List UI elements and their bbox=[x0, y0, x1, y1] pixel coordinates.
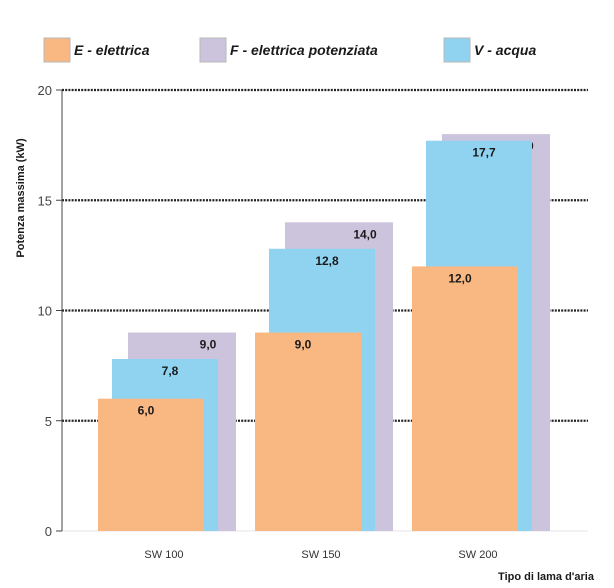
legend-item-f-elettrica-potenziata: F - elettrica potenziata bbox=[199, 37, 378, 63]
x-axis-title: Tipo di lama d'aria bbox=[498, 571, 595, 583]
bars: 9,07,86,014,012,89,018,017,712,0 bbox=[98, 134, 550, 532]
data-label: 14,0 bbox=[353, 227, 377, 241]
legend-swatch bbox=[443, 37, 471, 63]
legend-label: V - acqua bbox=[474, 42, 536, 58]
data-label: 9,0 bbox=[200, 338, 217, 352]
legend-label: F - elettrica potenziata bbox=[230, 42, 378, 58]
legend-label: E - elettrica bbox=[74, 42, 150, 58]
y-tick-label: 15 bbox=[38, 193, 52, 208]
category-labels: SW 100 SW 150 SW 200 bbox=[144, 549, 497, 561]
legend-swatch bbox=[199, 37, 227, 63]
y-tick-label: 0 bbox=[45, 524, 52, 539]
y-tick-label: 20 bbox=[38, 83, 52, 98]
x-tick-label: SW 100 bbox=[144, 549, 183, 561]
y-tick-label: 5 bbox=[45, 414, 52, 429]
legend-item-e-elettrica: E - elettrica bbox=[43, 37, 150, 63]
x-tick-label: SW 200 bbox=[458, 549, 497, 561]
y-axis-title: Potenza massima (kW) bbox=[15, 138, 27, 258]
data-label: 6,0 bbox=[138, 404, 155, 418]
y-ticks: 0 5 10 15 20 bbox=[38, 83, 62, 539]
data-label: 7,8 bbox=[162, 364, 179, 378]
data-label: 12,0 bbox=[448, 271, 472, 285]
legend: E - elettrica F - elettrica potenziata V -… bbox=[43, 37, 536, 63]
data-label: 17,7 bbox=[472, 146, 496, 160]
bar-e-elettrica-sw-100 bbox=[98, 398, 204, 531]
y-tick-label: 10 bbox=[38, 304, 52, 319]
bar-e-elettrica-sw-150 bbox=[255, 332, 361, 531]
legend-item-v-acqua: V - acqua bbox=[443, 37, 536, 63]
bar-e-elettrica-sw-200 bbox=[412, 266, 518, 531]
data-label: 12,8 bbox=[315, 254, 339, 268]
data-label: 9,0 bbox=[295, 338, 312, 352]
legend-swatch bbox=[43, 37, 71, 63]
x-tick-label: SW 150 bbox=[301, 549, 340, 561]
